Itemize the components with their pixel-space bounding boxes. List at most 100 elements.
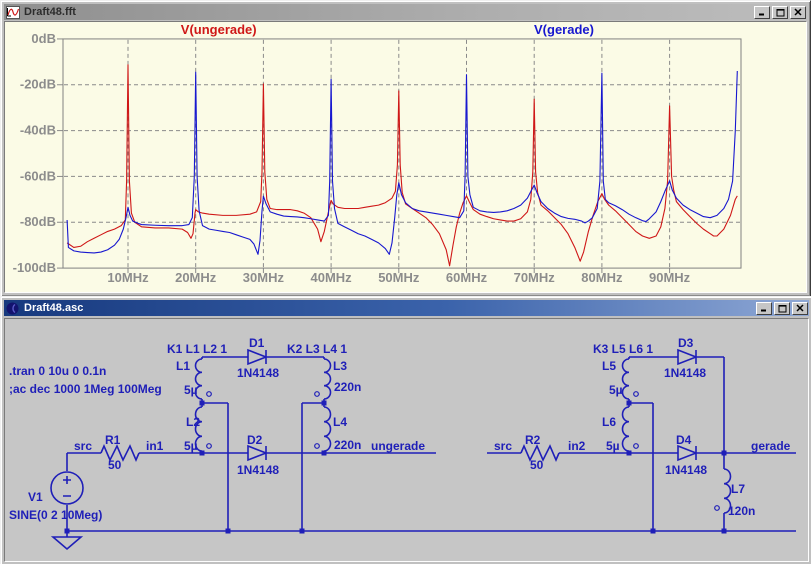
x-tick-label: 20MHz bbox=[175, 270, 217, 285]
trace-V(ungerade)[interactable] bbox=[66, 64, 738, 267]
inductor[interactable] bbox=[323, 358, 332, 400]
close-button[interactable] bbox=[792, 301, 808, 315]
fft-plot-svg: 10MHz 20MHz 30MHz 40MHz 50MHz 60MHz 70MHz 80MHz… bbox=[13, 22, 742, 285]
schematic-text[interactable]: K3 L5 L6 1 bbox=[593, 342, 653, 356]
y-tick-label: -100dB bbox=[13, 260, 56, 275]
fft-titlebar[interactable]: Draft48.fft bbox=[4, 4, 807, 20]
phase-dot-icon bbox=[314, 443, 320, 449]
schematic-text[interactable]: R2 bbox=[525, 433, 541, 447]
diode[interactable] bbox=[677, 444, 699, 462]
schematic-text[interactable]: 1N4148 bbox=[237, 366, 279, 380]
schematic-window-controls bbox=[756, 301, 809, 315]
junctions bbox=[64, 400, 727, 534]
inductor[interactable] bbox=[621, 406, 630, 452]
schematic-text[interactable]: D3 bbox=[678, 336, 694, 350]
schematic-text[interactable]: in2 bbox=[568, 439, 586, 453]
diode[interactable] bbox=[247, 348, 269, 366]
phase-dot-icon bbox=[633, 391, 639, 397]
inductor[interactable] bbox=[621, 358, 630, 400]
schematic-text[interactable]: gerade bbox=[751, 439, 791, 453]
minimize-button[interactable] bbox=[754, 5, 770, 19]
x-tick-label: 30MHz bbox=[243, 270, 285, 285]
maximize-button[interactable] bbox=[772, 5, 788, 19]
plus-minus-icon bbox=[63, 476, 71, 497]
fft-window-title: Draft48.fft bbox=[24, 6, 76, 18]
trace-label[interactable]: V(gerade) bbox=[534, 22, 594, 37]
schematic-text[interactable]: ;ac dec 1000 1Meg 100Meg bbox=[9, 382, 162, 396]
schematic-text[interactable]: in1 bbox=[146, 439, 164, 453]
schematic-svg: .tran 0 10u 0 0.1n ;ac dec 1000 1Meg 100M… bbox=[9, 336, 796, 551]
schematic-window-icon bbox=[6, 302, 20, 315]
schematic-text[interactable]: .tran 0 10u 0 0.1n bbox=[9, 364, 106, 378]
x-tick-label: 70MHz bbox=[514, 270, 556, 285]
schematic-canvas[interactable]: .tran 0 10u 0 0.1n ;ac dec 1000 1Meg 100M… bbox=[4, 318, 809, 562]
schematic-text[interactable]: src bbox=[74, 439, 92, 453]
schematic-text[interactable]: 220n bbox=[334, 438, 361, 452]
y-tick-label: -40dB bbox=[20, 123, 56, 138]
diode[interactable] bbox=[247, 444, 269, 462]
resistor[interactable] bbox=[520, 443, 560, 463]
phase-dot-icon bbox=[314, 391, 320, 397]
schematic-text[interactable]: 220n bbox=[334, 380, 361, 394]
x-tick-label: 50MHz bbox=[378, 270, 420, 285]
phase-dot-icon bbox=[633, 443, 639, 449]
phase-dot-icon bbox=[206, 391, 212, 397]
inductor[interactable] bbox=[194, 358, 203, 400]
schematic-text[interactable]: 120n bbox=[728, 504, 755, 518]
schematic-text[interactable]: D1 bbox=[249, 336, 265, 350]
y-tick-label: 0dB bbox=[31, 31, 56, 46]
fft-window: Draft48.fft 10MHz 20MHz 30MHz 40MHz 50MHz 60M… bbox=[0, 0, 811, 297]
schematic-text[interactable]: ungerade bbox=[371, 439, 425, 453]
maximize-button[interactable] bbox=[774, 301, 790, 315]
schematic-text[interactable]: src bbox=[494, 439, 512, 453]
ground-icon[interactable] bbox=[50, 536, 84, 551]
inductor[interactable] bbox=[323, 406, 332, 452]
fft-window-controls bbox=[754, 5, 807, 19]
schematic-text[interactable]: 5µ bbox=[609, 383, 623, 397]
schematic-text[interactable]: 50 bbox=[108, 458, 122, 472]
schematic-text[interactable]: 5µ bbox=[184, 439, 198, 453]
schematic-text[interactable]: R1 bbox=[105, 433, 121, 447]
x-tick-label: 60MHz bbox=[446, 270, 488, 285]
waveform-window-icon bbox=[6, 5, 20, 19]
schematic-text[interactable]: K2 L3 L4 1 bbox=[287, 342, 347, 356]
schematic-text[interactable]: L2 bbox=[186, 415, 200, 429]
schematic-labels: .tran 0 10u 0 0.1n ;ac dec 1000 1Meg 100M… bbox=[9, 336, 791, 522]
inductor[interactable] bbox=[194, 406, 203, 452]
diode[interactable] bbox=[677, 348, 699, 366]
schematic-text[interactable]: L1 bbox=[176, 359, 190, 373]
plot-frame bbox=[62, 38, 742, 269]
phase-dot-icon bbox=[206, 443, 212, 449]
schematic-text[interactable]: 1N4148 bbox=[237, 463, 279, 477]
schematic-text[interactable]: L3 bbox=[333, 359, 347, 373]
x-tick-label: 10MHz bbox=[107, 270, 149, 285]
schematic-text[interactable]: L7 bbox=[731, 482, 745, 496]
schematic-text[interactable]: SINE(0 2 10Meg) bbox=[9, 508, 102, 522]
y-tick-label: -80dB bbox=[20, 214, 56, 229]
trace-V(gerade)[interactable] bbox=[66, 71, 738, 255]
schematic-text[interactable]: 1N4148 bbox=[665, 463, 707, 477]
schematic-text[interactable]: L6 bbox=[602, 415, 616, 429]
trace-label[interactable]: V(ungerade) bbox=[181, 22, 257, 37]
schematic-text[interactable]: L5 bbox=[602, 359, 616, 373]
schematic-titlebar[interactable]: Draft48.asc bbox=[4, 300, 809, 316]
voltage-source[interactable] bbox=[50, 471, 84, 505]
fft-plot-area[interactable]: 10MHz 20MHz 30MHz 40MHz 50MHz 60MHz 70MHz 80MHz… bbox=[4, 21, 807, 293]
x-tick-label: 90MHz bbox=[649, 270, 691, 285]
schematic-text[interactable]: 5µ bbox=[606, 439, 620, 453]
resistor[interactable] bbox=[100, 443, 140, 463]
y-tick-label: -20dB bbox=[20, 77, 56, 92]
schematic-text[interactable]: D4 bbox=[676, 433, 692, 447]
close-button[interactable] bbox=[790, 5, 806, 19]
minimize-button[interactable] bbox=[756, 301, 772, 315]
inductor[interactable] bbox=[723, 468, 732, 514]
schematic-text[interactable]: 50 bbox=[530, 458, 544, 472]
schematic-text[interactable]: L4 bbox=[333, 415, 347, 429]
schematic-text[interactable]: K1 L1 L2 1 bbox=[167, 342, 227, 356]
schematic-text[interactable]: V1 bbox=[28, 490, 43, 504]
schematic-window-title: Draft48.asc bbox=[24, 302, 84, 314]
schematic-text[interactable]: 5µ bbox=[184, 383, 198, 397]
schematic-text[interactable]: 1N4148 bbox=[664, 366, 706, 380]
schematic-text[interactable]: D2 bbox=[247, 433, 263, 447]
